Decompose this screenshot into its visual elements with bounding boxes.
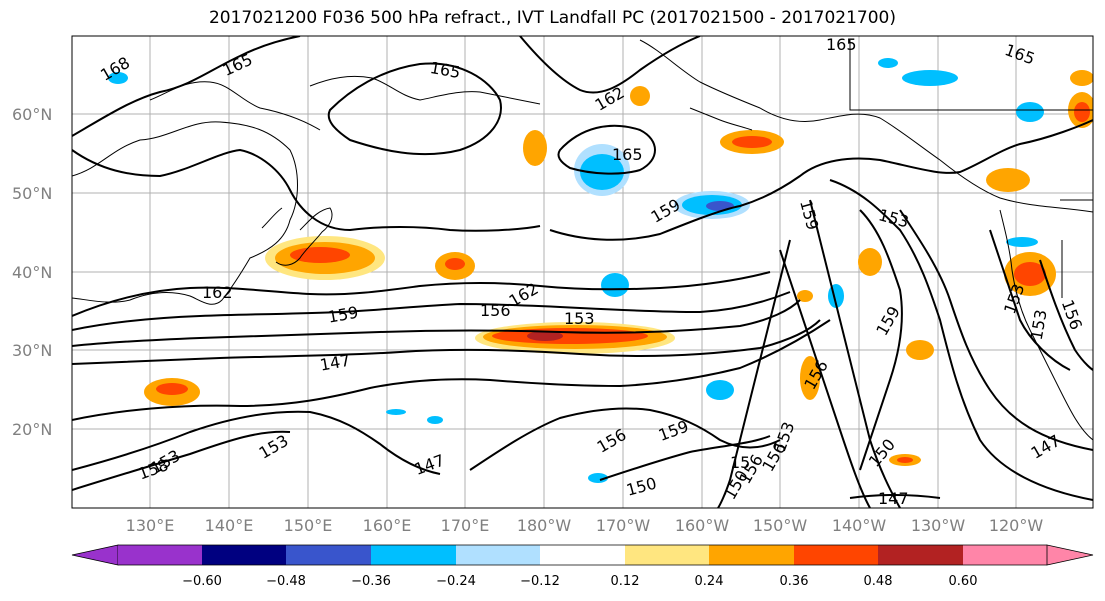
latitude-labels: 60°N 50°N 40°N 30°N 20°N — [12, 105, 52, 439]
colorbar-segment — [540, 545, 625, 565]
contour-label: 156 — [480, 301, 511, 320]
contour-label: 165 — [612, 145, 643, 164]
colorbar-tick: 0.60 — [949, 574, 978, 589]
colorbar-extend-min — [71, 544, 119, 566]
lon-label: 170°E — [441, 516, 490, 535]
lon-label: 140°E — [205, 516, 254, 535]
colorbar-segment — [202, 545, 286, 565]
colorbar: −0.60 −0.48 −0.36 −0.24 −0.12 0.12 0.24 … — [71, 544, 1094, 589]
colorbar-segment — [963, 545, 1047, 565]
colorbar-segment — [709, 545, 794, 565]
lon-label: 150°E — [284, 516, 333, 535]
lat-label: 60°N — [12, 105, 52, 124]
colorbar-segment — [286, 545, 371, 565]
lat-label: 30°N — [12, 341, 52, 360]
contour-label: 147 — [878, 489, 909, 508]
longitude-labels: 130°E 140°E 150°E 160°E 170°E 180°W 170°… — [126, 516, 1044, 535]
colorbar-tick: 0.12 — [611, 574, 640, 589]
colorbar-tick: −0.60 — [182, 574, 222, 589]
lat-label: 20°N — [12, 420, 52, 439]
map-frame — [71, 35, 1094, 509]
colorbar-segment — [456, 545, 540, 565]
lon-label: 160°W — [675, 516, 730, 535]
map-title: 2017021200 F036 500 hPa refract., IVT La… — [208, 8, 896, 28]
contour-label: 162 — [202, 283, 233, 302]
contour-label: 165 — [826, 35, 857, 54]
lat-label: 50°N — [12, 184, 52, 203]
lon-label: 130°E — [126, 516, 175, 535]
colorbar-extend-max — [1046, 544, 1094, 566]
colorbar-tick: −0.12 — [520, 574, 560, 589]
colorbar-tick: 0.36 — [780, 574, 809, 589]
colorbar-tick: −0.24 — [436, 574, 476, 589]
colorbar-tick: −0.48 — [266, 574, 306, 589]
colorbar-segment — [794, 545, 878, 565]
lon-label: 130°W — [911, 516, 966, 535]
colorbar-segment — [878, 545, 963, 565]
lon-label: 120°W — [989, 516, 1044, 535]
colorbar-tick: 0.48 — [864, 574, 893, 589]
colorbar-segment — [371, 545, 456, 565]
colorbar-segment — [118, 545, 202, 565]
lon-label: 140°W — [832, 516, 887, 535]
colorbar-tick: −0.36 — [351, 574, 391, 589]
height-contours — [72, 36, 1093, 508]
colorbar-segment — [625, 545, 709, 565]
colorbar-tick: 0.24 — [695, 574, 724, 589]
lon-label: 180°W — [517, 516, 572, 535]
contour-label: 153 — [564, 309, 595, 328]
lon-label: 160°E — [363, 516, 412, 535]
shading-fields — [108, 58, 1093, 483]
contour-label: 15 — [730, 453, 750, 472]
lon-label: 150°W — [753, 516, 808, 535]
lon-label: 170°W — [596, 516, 651, 535]
lat-label: 40°N — [12, 263, 52, 282]
